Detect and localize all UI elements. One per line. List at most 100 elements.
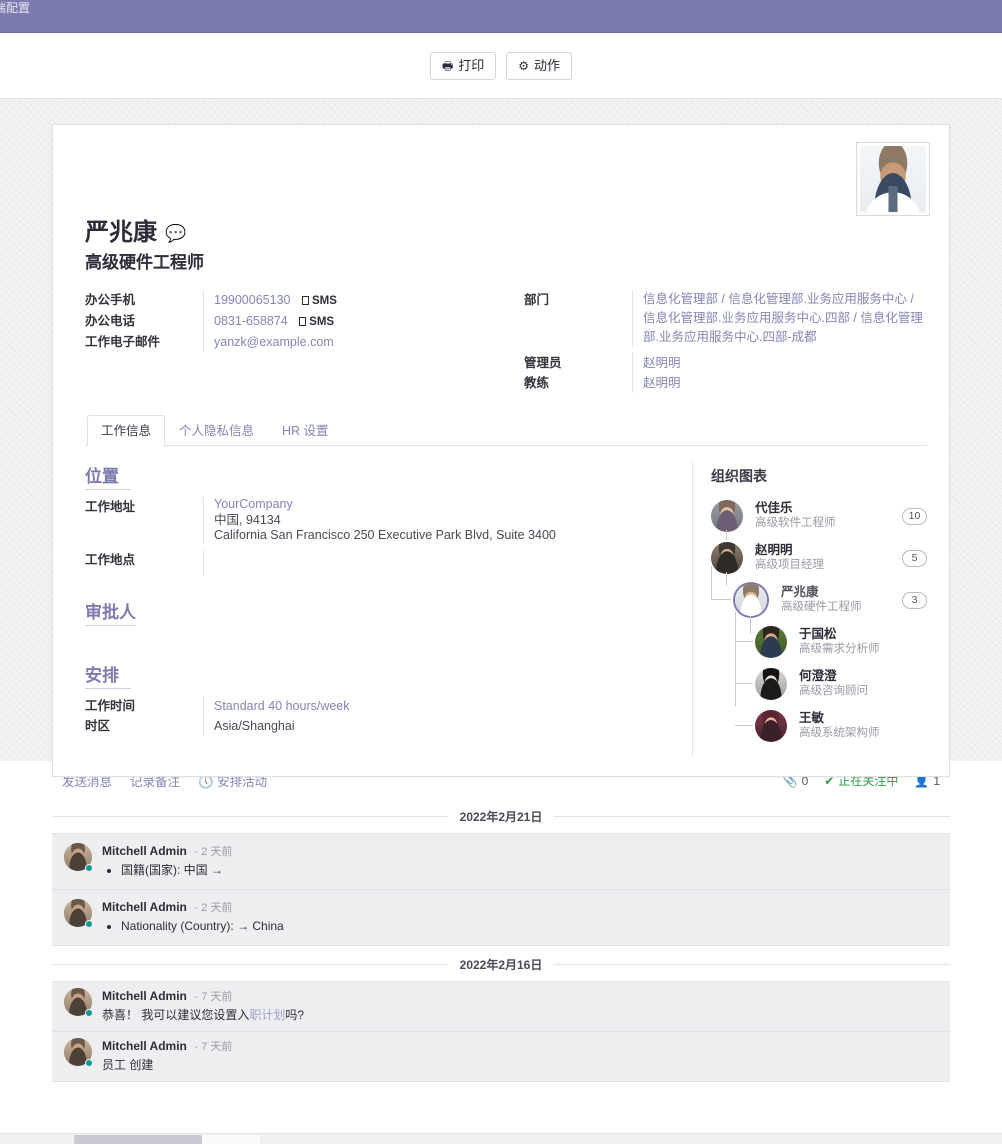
manager-link[interactable]: 赵明明 (643, 356, 681, 370)
avatar (755, 710, 787, 742)
org-node-manager-top[interactable]: 代佳乐 高级软件工程师 10 (711, 498, 927, 540)
timezone-value[interactable]: Asia/Shanghai (203, 715, 692, 736)
message-body: Mitchell Admin - 2 天前 Nationality (Count… (92, 899, 938, 935)
field-label: 教练 (524, 376, 550, 390)
horizontal-scrollbar[interactable] (0, 1133, 1002, 1144)
org-node-subordinate-1[interactable]: 于国松 高级需求分析师 (735, 612, 927, 706)
org-node-subordinate-3[interactable]: 王敏 高级系统架构师 (735, 708, 927, 744)
send-message-button[interactable]: 发送消息 (62, 775, 113, 789)
tab-work-info[interactable]: 工作信息 (87, 415, 166, 446)
org-node-subordinate-2[interactable]: 何澄澄 高级咨询顾问 (735, 666, 927, 702)
org-node-job: 高级项目经理 (755, 559, 824, 571)
online-status-dot (85, 1009, 93, 1017)
message-text-part-2: 吗? (285, 1008, 305, 1022)
chatter: 发送消息 记录备注 🕔 安排活动 📎 0 ✔ 正在关注中 👤 1 2022年2月21日… (0, 761, 1002, 1082)
chat-bubble-icon[interactable]: 💬 (165, 223, 187, 243)
field-value[interactable] (203, 549, 692, 576)
org-chart-title: 组织图表 (711, 468, 767, 484)
print-button-label: 打印 (458, 57, 485, 73)
sms-label: SMS (311, 295, 337, 307)
org-node-job: 高级需求分析师 (799, 643, 880, 655)
org-node-badge[interactable]: 5 (902, 549, 927, 567)
coach-link[interactable]: 赵明明 (643, 376, 681, 390)
sms-link-mobile[interactable]: SMS (301, 295, 337, 307)
chatter-toolbar: 发送消息 记录备注 🕔 安排活动 📎 0 ✔ 正在关注中 👤 1 (0, 761, 1002, 798)
scrollbar-thumb[interactable] (74, 1135, 202, 1144)
field-label: 工作时间 (85, 698, 136, 713)
message-header: Mitchell Admin - 2 天前 (102, 843, 938, 859)
person-icon: 👤 (914, 773, 930, 788)
message-author[interactable]: Mitchell Admin (102, 844, 187, 858)
field-work-phone: 办公电话 0831-658874 SMS (85, 311, 506, 332)
section-title-approvers: 审批人 (85, 598, 136, 626)
field-label: 工作电子邮件 (85, 335, 161, 349)
log-note-button[interactable]: 记录备注 (130, 775, 181, 789)
sms-link-phone[interactable]: SMS (299, 316, 334, 328)
work-mobile-link[interactable]: 19900065130 (214, 293, 291, 307)
schedule-activity-button[interactable]: 🕔 安排活动 (198, 771, 267, 790)
message-text: Nationality (Country): → China (102, 917, 938, 935)
org-node-text: 严兆康 高级硬件工程师 (769, 585, 896, 615)
field-value: 赵明明 (632, 373, 927, 393)
tab-panel-work-info: 位置 工作地址 YourCompany 中国, 94134 California… (75, 462, 927, 758)
onboarding-plan-link[interactable]: 职计划 (249, 1008, 286, 1022)
online-status-dot (85, 920, 93, 928)
org-node-current-employee[interactable]: 严兆康 高级硬件工程师 3 (711, 566, 927, 634)
org-connector-line (726, 530, 727, 540)
avatar[interactable] (64, 1038, 93, 1067)
org-node-badge[interactable]: 10 (902, 507, 927, 525)
employee-form-sheet: 严兆康 💬 高级硬件工程师 办公手机 19900065130 SMS 办公电话 … (52, 124, 950, 777)
action-button-label: 动作 (534, 57, 561, 73)
tab-hr-settings[interactable]: HR 设置 (282, 424, 329, 438)
field-value: 0831-658874 SMS (203, 311, 506, 332)
field-work-email: 工作电子邮件 yanzk@example.com (85, 332, 506, 352)
printer-icon: 🖶 (441, 58, 454, 73)
field-label: 办公手机 (85, 293, 136, 307)
message-author[interactable]: Mitchell Admin (102, 989, 187, 1003)
address-company-link[interactable]: YourCompany (214, 497, 293, 511)
control-panel: 🖶 打印 ⚙ 动作 (0, 33, 1002, 99)
working-hours-link[interactable]: Standard 40 hours/week (214, 698, 350, 713)
tab-personal-info[interactable]: 个人隐私信息 (179, 424, 255, 438)
field-working-hours: 工作时间 Standard 40 hours/week (85, 695, 692, 716)
avatar (755, 668, 787, 700)
org-node-manager[interactable]: 赵明明 高级项目经理 5 (711, 540, 927, 586)
attachment-count[interactable]: 📎 0 (783, 774, 809, 788)
org-node-name: 赵明明 (755, 543, 793, 557)
org-node-job: 高级软件工程师 (755, 517, 836, 529)
message-header: Mitchell Admin - 2 天前 (102, 899, 938, 915)
avatar[interactable] (856, 142, 930, 216)
date-separator: 2022年2月16日 (52, 956, 950, 973)
message-body: Mitchell Admin - 2 天前 国籍(国家): 中国 → (92, 843, 938, 879)
avatar[interactable] (64, 843, 93, 872)
org-node-badge[interactable]: 3 (902, 591, 927, 609)
sms-icon (299, 317, 307, 326)
print-button[interactable]: 🖶 打印 (429, 51, 497, 80)
breadcrumb[interactable]: 端配置 (0, 1, 31, 15)
work-email-link[interactable]: yanzk@example.com (214, 335, 334, 349)
address-company: YourCompany (214, 497, 692, 513)
work-phone-link[interactable]: 0831-658874 (214, 314, 288, 328)
message-author[interactable]: Mitchell Admin (102, 900, 187, 914)
paperclip-icon: 📎 (782, 773, 798, 788)
org-node-text: 代佳乐 高级软件工程师 (743, 501, 896, 531)
employee-job-title: 高级硬件工程师 (85, 253, 204, 272)
action-button[interactable]: ⚙ 动作 (506, 51, 573, 80)
field-timezone: 时区 Asia/Shanghai (85, 715, 692, 736)
org-node-text: 王敏 高级系统架构师 (787, 711, 927, 741)
online-status-dot (85, 864, 93, 872)
department-value[interactable]: 信息化管理部 / 信息化管理部.业务应用服务中心 / 信息化管理部.业务应用服务… (632, 290, 927, 347)
avatar[interactable] (64, 899, 93, 928)
message-text-part-1: 恭喜！ 我可以建议您设置入 (102, 1008, 250, 1022)
sms-label: SMS (309, 316, 335, 328)
field-label: 工作地点 (85, 552, 136, 567)
employee-photo-image (860, 146, 926, 212)
following-status[interactable]: ✔ 正在关注中 (824, 772, 898, 789)
field-value: 赵明明 (632, 353, 927, 373)
followers-count[interactable]: 👤 1 (914, 774, 940, 788)
message-time: - 2 天前 (194, 846, 233, 858)
message-author[interactable]: Mitchell Admin (102, 1039, 187, 1053)
message-time: - 7 天前 (194, 1041, 233, 1053)
fields-right-column: 部门 信息化管理部 / 信息化管理部.业务应用服务中心 / 信息化管理部.业务应… (506, 290, 927, 393)
avatar[interactable] (64, 988, 93, 1017)
